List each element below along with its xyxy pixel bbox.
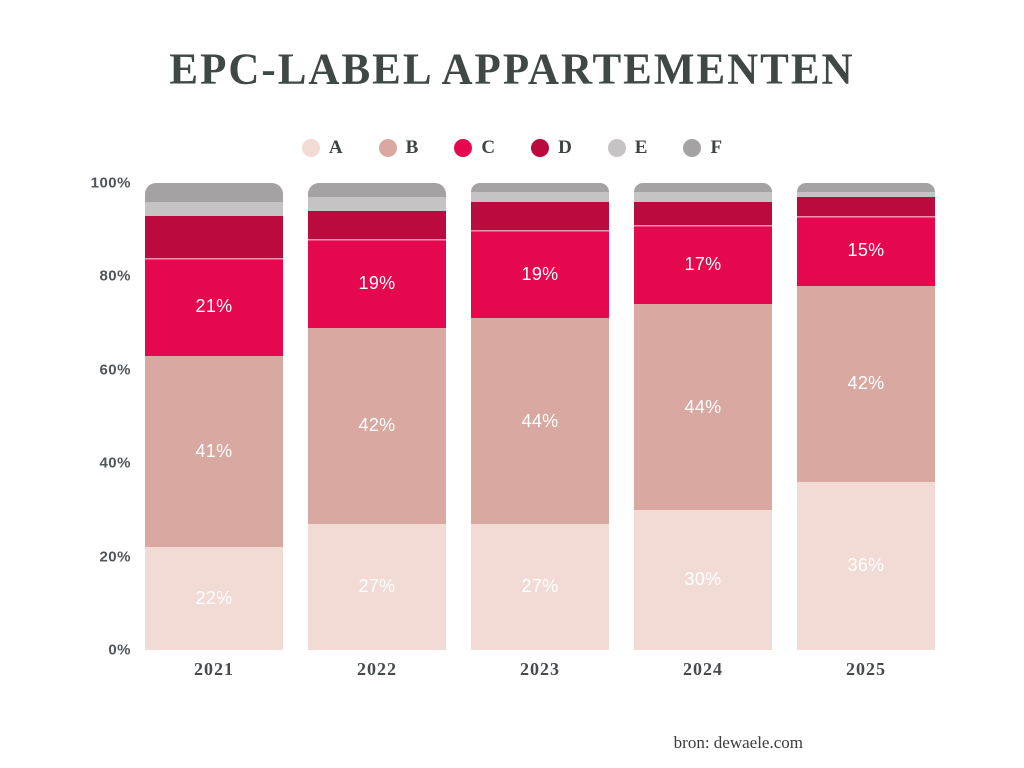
segment-A-2021: 22%: [145, 547, 283, 650]
segment-E-2021: [145, 201, 283, 216]
legend-swatch-icon-C: [454, 139, 473, 157]
segment-F-2022: [308, 183, 446, 198]
x-label-2024: 2024: [683, 659, 723, 679]
segment-B-2022: 42%: [308, 327, 446, 524]
y-tick-40: 40%: [99, 454, 131, 472]
segment-C-2024: 17%: [634, 225, 772, 305]
legend-item-E: E: [607, 137, 648, 159]
segment-D-2025: [797, 197, 935, 216]
bar-2021: 22% 41% 21% 2021: [145, 183, 283, 680]
bar-2023: 27% 44% 19% 2023: [471, 183, 609, 680]
bar-2024: 30% 44% 17% 2024: [634, 183, 772, 680]
segment-D-2024: [634, 201, 772, 226]
segment-value-label-C-2022: 19%: [358, 272, 396, 293]
segment-B-2023: 44%: [471, 318, 609, 524]
legend: A B C D E F: [0, 137, 1024, 159]
segment-B-2021: 41%: [145, 355, 283, 548]
segment-D-2023: [471, 201, 609, 230]
segment-D-2022: [308, 211, 446, 240]
x-label-2023: 2023: [520, 659, 560, 679]
legend-item-D: D: [531, 137, 572, 159]
segment-E-2022: [308, 197, 446, 212]
segment-A-2022: 27%: [308, 523, 446, 650]
segment-F-2025: [797, 183, 935, 193]
segment-F-2023: [471, 183, 609, 193]
bar-stack-2022: 27% 42% 19%: [308, 183, 446, 650]
legend-swatch-icon-D: [531, 139, 550, 157]
segment-value-label-B-2022: 42%: [358, 415, 396, 436]
segment-A-2023: 27%: [471, 523, 609, 650]
bar-stack-2021: 22% 41% 21%: [145, 183, 283, 650]
segment-E-2023: [471, 192, 609, 202]
x-label-2022: 2022: [357, 659, 397, 679]
legend-swatch-icon-F: [683, 139, 702, 157]
legend-item-C: C: [454, 137, 495, 159]
segment-value-label-C-2023: 19%: [521, 263, 559, 284]
segment-A-2024: 30%: [634, 509, 772, 650]
segment-value-label-C-2024: 17%: [684, 254, 722, 275]
segment-F-2021: [145, 183, 283, 202]
segment-B-2024: 44%: [634, 304, 772, 510]
segment-A-2025: 36%: [797, 481, 935, 650]
segment-E-2024: [634, 192, 772, 202]
segment-value-label-B-2025: 42%: [847, 373, 885, 394]
segment-value-label-C-2025: 15%: [847, 240, 885, 261]
segment-value-label-A-2023: 27%: [521, 576, 559, 597]
y-tick-0: 0%: [108, 641, 131, 659]
legend-label-E: E: [634, 137, 648, 158]
legend-swatch-icon-A: [301, 139, 320, 157]
segment-value-label-B-2021: 41%: [195, 441, 233, 462]
segment-F-2024: [634, 183, 772, 193]
segment-value-label-A-2021: 22%: [195, 588, 233, 609]
bars-area: 22% 41% 21% 2021 27% 42% 19% 2022 27% 44% 19% 2023 3…: [145, 183, 935, 680]
segment-C-2021: 21%: [145, 257, 283, 356]
y-tick-100: 100%: [90, 174, 131, 192]
x-label-2021: 2021: [194, 659, 234, 679]
segment-value-label-A-2022: 27%: [358, 576, 396, 597]
y-tick-20: 20%: [99, 548, 131, 566]
source-attribution: bron: dewaele.com: [673, 733, 803, 752]
segment-D-2021: [145, 215, 283, 258]
bar-stack-2023: 27% 44% 19%: [471, 183, 609, 650]
x-label-2025: 2025: [846, 659, 886, 679]
legend-label-B: B: [405, 137, 419, 158]
segment-value-label-A-2025: 36%: [847, 555, 885, 576]
segment-value-label-B-2024: 44%: [684, 396, 722, 417]
plot-area: 0% 20% 40% 60% 80% 100% 22% 41% 21% 2021 27% 42% 19…: [0, 175, 1024, 680]
segment-value-label-B-2023: 44%: [521, 410, 559, 431]
segment-E-2025: [797, 192, 935, 198]
segment-C-2025: 15%: [797, 215, 935, 286]
legend-swatch-icon-B: [378, 139, 397, 157]
segment-value-label-A-2024: 30%: [684, 569, 722, 590]
legend-item-B: B: [378, 137, 419, 159]
legend-label-F: F: [710, 137, 723, 158]
y-tick-60: 60%: [99, 361, 131, 379]
legend-label-D: D: [558, 137, 572, 158]
legend-label-C: C: [481, 137, 496, 158]
segment-C-2023: 19%: [471, 229, 609, 319]
bar-stack-2024: 30% 44% 17%: [634, 183, 772, 650]
segment-value-label-C-2021: 21%: [195, 296, 233, 317]
legend-item-A: A: [301, 137, 343, 159]
segment-B-2025: 42%: [797, 285, 935, 482]
y-axis: 0% 20% 40% 60% 80% 100%: [0, 175, 145, 659]
legend-swatch-icon-E: [607, 139, 626, 157]
bar-stack-2025: 36% 42% 15%: [797, 183, 935, 650]
bar-2025: 36% 42% 15% 2025: [797, 183, 935, 680]
y-tick-80: 80%: [99, 267, 131, 285]
chart-title: EPC-LABEL APPARTEMENTEN: [169, 44, 855, 94]
bar-2022: 27% 42% 19% 2022: [308, 183, 446, 680]
legend-label-A: A: [328, 137, 343, 158]
legend-item-F: F: [683, 137, 722, 159]
segment-C-2022: 19%: [308, 239, 446, 328]
